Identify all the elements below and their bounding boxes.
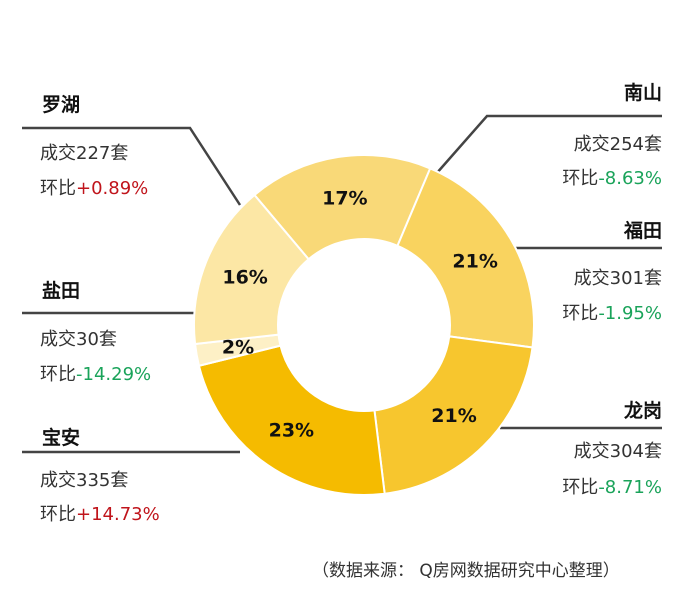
donut-slices [193, 154, 535, 496]
percent-label-futian: 21% [452, 250, 497, 272]
mom-value: +0.89% [76, 178, 149, 199]
deal-count-yantian: 成交30套 [40, 329, 117, 350]
mom-value: -8.71% [598, 477, 662, 498]
donut-slice-nanshan [253, 154, 432, 261]
mom-prefix: 环比 [562, 477, 599, 498]
donut-slice-baoan [197, 344, 386, 496]
donut-slice-luohu [193, 193, 311, 346]
percent-label-longgang: 21% [431, 405, 476, 427]
district-name-nanshan: 南山 [623, 82, 662, 104]
district-name-baoan: 宝安 [42, 427, 81, 449]
mom-change-yantian: 环比-14.29% [40, 360, 151, 386]
mom-change-baoan: 环比+14.73% [40, 500, 160, 526]
mom-value: -8.63% [598, 168, 662, 189]
mom-change-longgang: 环比-8.71% [500, 473, 662, 499]
mom-prefix: 环比 [40, 364, 76, 385]
mom-change-luohu: 环比+0.89% [40, 174, 148, 200]
deal-count-baoan: 成交335套 [40, 470, 129, 491]
leader-line-nanshan [435, 114, 662, 175]
district-name-futian: 福田 [623, 220, 662, 242]
donut-slice-futian [396, 167, 535, 349]
mom-value: -1.95% [598, 303, 662, 324]
mom-prefix: 环比 [562, 303, 599, 324]
mom-prefix: 环比 [40, 504, 76, 525]
percent-labels: 17% 21% 21% 23% 2% 16% [222, 187, 498, 441]
leader-line-baoan [22, 126, 242, 206]
percent-label-baoan: 23% [269, 419, 314, 441]
percent-label-yantian: 2% [222, 337, 254, 359]
district-name-yantian: 盐田 [42, 280, 81, 302]
source-note: （数据来源： Q房网数据研究中心整理） [312, 561, 620, 581]
deal-count-nanshan: 成交254套 [573, 134, 662, 155]
donut-slice-longgang [373, 335, 534, 495]
mom-change-futian: 环比-1.95% [500, 299, 662, 325]
mom-prefix: 环比 [40, 178, 76, 199]
percent-label-nanshan: 17% [322, 187, 367, 209]
mom-value: +14.73% [76, 504, 160, 525]
mom-value: -14.29% [76, 364, 152, 385]
mom-prefix: 环比 [562, 168, 599, 189]
mom-change-nanshan: 环比-8.63% [500, 164, 662, 190]
district-name-luohu: 罗湖 [42, 94, 81, 116]
deal-count-futian: 成交301套 [573, 268, 662, 289]
deal-count-luohu: 成交227套 [40, 143, 129, 164]
district-name-longgang: 龙岗 [623, 400, 662, 422]
leader-lines [22, 114, 662, 454]
deal-count-longgang: 成交304套 [573, 441, 662, 462]
percent-label-luohu: 16% [222, 267, 267, 289]
